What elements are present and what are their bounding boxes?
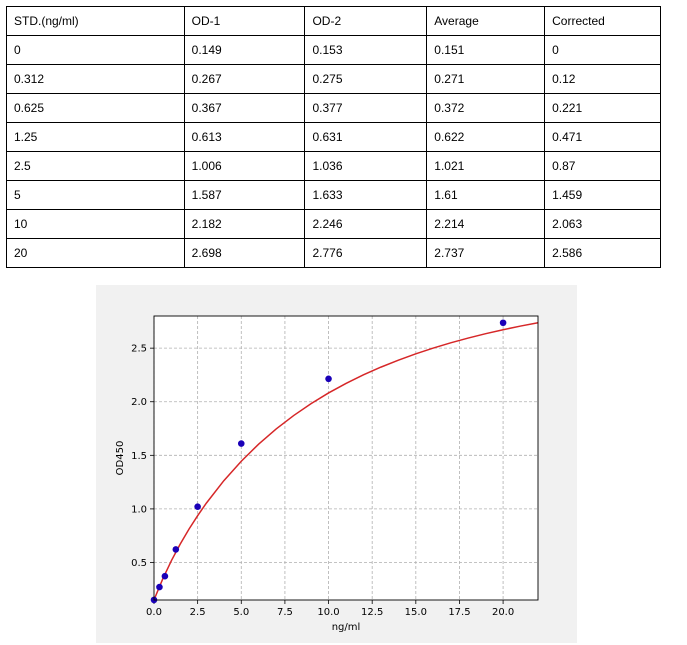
table-header-row: STD.(ng/ml) OD-1 OD-2 Average Corrected [6, 6, 661, 36]
x-tick-label: 17.5 [448, 607, 470, 618]
table-cell: 0.377 [304, 93, 428, 123]
data-point [237, 440, 245, 447]
table-cell: 0.151 [426, 35, 546, 65]
x-tick-label: 20.0 [492, 607, 514, 618]
table-cell: 0.631 [304, 122, 428, 152]
x-tick-label: 0.0 [146, 607, 162, 618]
table-cell: 0.271 [426, 64, 546, 94]
table-cell: 2.182 [183, 209, 306, 239]
table-cell: 1.006 [183, 151, 306, 181]
table-header-cell: OD-1 [183, 6, 306, 36]
table-cell: 1.633 [304, 180, 428, 210]
fit-curve-line [153, 322, 539, 601]
table-cell: 1.25 [6, 122, 185, 152]
table-row: 5 1.587 1.633 1.61 1.459 [6, 180, 661, 210]
standard-curve-chart: 0.0 2.5 5.0 7.5 10.0 12.5 15.0 17.5 20.0 0.5 1.0 1.… [96, 285, 577, 643]
y-tick-label: 2.5 [131, 344, 147, 355]
table-header-cell: Corrected [544, 6, 661, 36]
data-point [325, 375, 332, 383]
table-cell: 0 [544, 35, 661, 65]
table-cell: 0.149 [183, 35, 306, 65]
table-cell: 0.87 [544, 151, 661, 181]
y-tick-label: 2.0 [131, 397, 147, 408]
table-cell: 2.698 [183, 238, 306, 268]
table-cell: 0.625 [6, 93, 185, 123]
table-row: 2.5 1.006 1.036 1.021 0.87 [6, 151, 661, 181]
table-cell: 2.246 [304, 209, 428, 239]
table-cell: 0.221 [544, 93, 661, 123]
table-cell: 1.61 [426, 180, 546, 210]
table-cell: 0.312 [6, 64, 185, 94]
table-cell: 0.471 [544, 122, 661, 152]
y-tick-label: 1.0 [131, 504, 147, 515]
table-cell: 0.267 [183, 64, 306, 94]
table-header-cell: STD.(ng/ml) [6, 6, 185, 36]
table-cell: 2.063 [544, 209, 661, 239]
x-tick-label: 15.0 [405, 607, 427, 618]
table-row: 0 0.149 0.153 0.151 0 [6, 35, 661, 65]
table-cell: 2.586 [544, 238, 661, 268]
data-point [161, 572, 169, 580]
table-header-cell: Average [426, 6, 546, 36]
table-cell: 1.459 [544, 180, 661, 210]
table-cell: 0.367 [183, 93, 306, 123]
table-cell: 2.737 [426, 238, 546, 268]
table-row: 10 2.182 2.246 2.214 2.063 [6, 209, 661, 239]
table-cell: 2.776 [304, 238, 428, 268]
table-cell: 0.12 [544, 64, 661, 94]
x-tick-label: 10.0 [317, 607, 339, 618]
table-cell: 20 [6, 238, 185, 268]
table-cell: 0.153 [304, 35, 428, 65]
data-point [499, 319, 507, 327]
table-cell: 1.587 [183, 180, 306, 210]
table-cell: 0 [6, 35, 185, 65]
x-tick-label: 7.5 [277, 607, 293, 618]
table-row: 20 2.698 2.776 2.737 2.586 [6, 238, 661, 268]
table-header-cell: OD-2 [304, 6, 428, 36]
y-tick-label: 0.5 [131, 558, 147, 569]
standard-table: STD.(ng/ml) OD-1 OD-2 Average Corrected 0 0.14… [6, 6, 661, 268]
table-cell: 1.036 [304, 151, 428, 181]
x-tick-label: 2.5 [190, 607, 206, 618]
y-tick-label: 1.5 [131, 451, 147, 462]
x-tick-label: 12.5 [361, 607, 383, 618]
table-cell: 0.613 [183, 122, 306, 152]
table-row: 1.25 0.613 0.631 0.622 0.471 [6, 122, 661, 152]
y-axis-title: OD450 [115, 441, 126, 476]
x-axis-title: ng/ml [332, 622, 361, 633]
chart-svg: 0.0 2.5 5.0 7.5 10.0 12.5 15.0 17.5 20.0 0.5 1.0 1.… [115, 315, 539, 633]
table-cell: 10 [6, 209, 185, 239]
table-cell: 0.275 [304, 64, 428, 94]
table-cell: 0.372 [426, 93, 546, 123]
data-point [194, 503, 201, 510]
table-cell: 0.622 [426, 122, 546, 152]
data-point [172, 546, 180, 553]
table-row: 0.625 0.367 0.377 0.372 0.221 [6, 93, 661, 123]
plot-area [154, 316, 538, 600]
table-cell: 2.214 [426, 209, 546, 239]
table-cell: 5 [6, 180, 185, 210]
table-cell: 2.5 [6, 151, 185, 181]
table-row: 0.312 0.267 0.275 0.271 0.12 [6, 64, 661, 94]
x-tick-label: 5.0 [233, 607, 249, 618]
plot-frame [153, 315, 539, 601]
data-point [156, 583, 163, 591]
table-cell: 1.021 [426, 151, 546, 181]
